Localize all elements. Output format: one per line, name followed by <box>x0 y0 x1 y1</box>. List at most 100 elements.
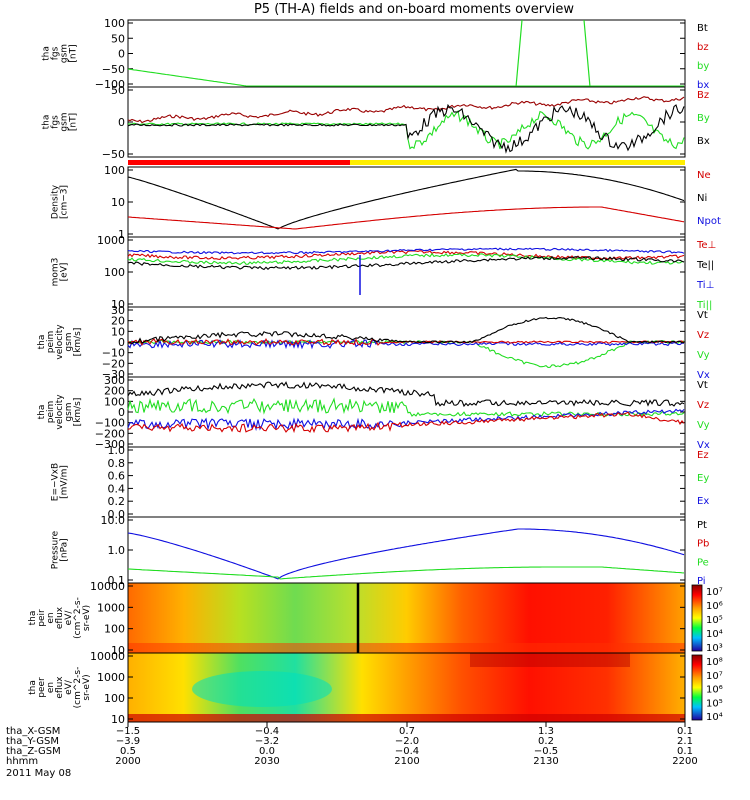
legend-vel-e: Vy <box>697 350 710 361</box>
colorbar-tick: 10⁵ <box>706 698 723 709</box>
ylabel-line: peim <box>46 331 56 354</box>
ytick-label: −30 <box>102 368 125 381</box>
el-spec-colorbar <box>691 654 703 721</box>
ylabel-line: tha <box>42 46 52 61</box>
ytick-label: 30 <box>111 304 125 317</box>
colorbar-tick: 10⁷ <box>706 587 723 598</box>
xtick-value: 0.0 <box>259 746 275 757</box>
ytick-label: 50 <box>111 84 125 97</box>
xtick-value: 0.1 <box>677 746 693 757</box>
ytick-label: −50 <box>102 63 125 76</box>
ylabel-line: sr-eV) <box>82 605 92 631</box>
legend-density: Ne <box>697 170 711 181</box>
ylabel-line: eV/ <box>64 679 74 695</box>
ytick-label: 200 <box>104 385 125 398</box>
ytick-label: 0.4 <box>108 482 126 495</box>
ytick-label: 100 <box>104 164 125 177</box>
ytick-label: 50 <box>111 32 125 45</box>
ytick-label: 10 <box>111 644 125 657</box>
ytick-label: 20 <box>111 315 125 328</box>
legend-efield: Ex <box>697 496 709 507</box>
ytick-label: 1 <box>118 228 125 241</box>
ylabel-line: en <box>46 682 56 693</box>
series-by-spike <box>515 19 591 88</box>
colorbar-tick: 10⁴ <box>706 712 723 723</box>
density-frame <box>127 166 686 238</box>
el-spec-lowband <box>128 714 685 722</box>
ylabel-line: [nPa] <box>60 538 70 561</box>
el-spec-highband <box>470 653 630 667</box>
colorbar-tick: 10⁷ <box>706 671 723 682</box>
xtick-value: 2130 <box>533 756 558 767</box>
ytick-label: 10.0 <box>101 514 126 527</box>
series-Vt <box>127 316 685 345</box>
ylabel-line: Pressure <box>51 530 61 569</box>
legend-vel-i: Vy <box>697 420 710 431</box>
ylabel-line: tha <box>37 405 47 420</box>
ytick-label: 0.0 <box>108 508 126 521</box>
ylabel-line: [nT] <box>69 113 79 131</box>
xaxis-row-label: tha_X-GSM <box>6 726 60 737</box>
xtick-value: −0.4 <box>395 746 419 757</box>
ytick-label: 0.2 <box>108 495 126 508</box>
legend-fgs-bt: bz <box>697 42 709 53</box>
ytick-label: 100 <box>104 692 125 705</box>
ylabel-line: peim <box>46 401 56 424</box>
ylabel-line: tha <box>28 680 38 695</box>
series-Vx <box>127 339 685 350</box>
ytick-label: 0 <box>118 406 125 419</box>
ytick-label: −100 <box>95 78 125 91</box>
legend-pressure: Pt <box>697 520 707 531</box>
series-Bx <box>127 103 685 154</box>
xaxis-row-label: hhmm <box>6 756 38 767</box>
ylabel-line: eflux <box>55 676 65 699</box>
series-Vy <box>127 397 685 417</box>
legend-vel-e: Vt <box>697 310 708 321</box>
xtick-value: 2030 <box>254 756 279 767</box>
series-Ni <box>127 168 685 230</box>
series-Vz <box>127 411 685 434</box>
ylabel-line: [eV] <box>60 263 70 282</box>
ytick-label: 100 <box>104 395 125 408</box>
legend-fgs-b: By <box>697 113 710 124</box>
legend-pressure: Pb <box>697 539 709 550</box>
panel-fgs-b: 50 0 −50 tha fgs gsm [nT] Bz By Bx <box>42 84 710 161</box>
legend-fgs-bt: Bt <box>697 23 708 34</box>
ylabel-line: Density <box>51 184 61 219</box>
ylabel-line: mom3 <box>51 258 61 287</box>
colorbar-tick: 10⁶ <box>706 601 723 612</box>
xtick-value: 2000 <box>115 756 140 767</box>
figure-title: P5 (TH-A) fields and on-board moments ov… <box>254 2 574 17</box>
ylabel-line: gsm <box>64 402 74 421</box>
ylabel-line: [km/s] <box>73 328 83 357</box>
ytick-label: −20 <box>102 357 125 370</box>
colorbar-tick: 10⁸ <box>706 657 723 668</box>
ylabel-line: fgs <box>51 115 61 129</box>
series-Pe <box>127 566 685 580</box>
colorbar-tick: 10⁴ <box>706 629 723 640</box>
panel-ion-spec: 10⁷ 10⁶ 10⁵ 10⁴ 10³ 10000 1000 100 10 tha peir en ef… <box>28 580 723 657</box>
xtick-value: −3.9 <box>116 736 140 747</box>
ylabel-line: tha <box>37 335 47 350</box>
colorbar-tick: 10³ <box>706 643 723 654</box>
xtick-value: 2200 <box>672 756 697 767</box>
colorbar-tick: 10⁶ <box>706 685 723 696</box>
legend-vel-i: Vz <box>697 400 709 411</box>
ytick-label: 10000 <box>90 580 125 593</box>
xtick-value: 0.1 <box>677 726 693 737</box>
vel-i-frame <box>127 376 686 448</box>
ytick-label: 100 <box>104 17 125 30</box>
ylabel-line: peer <box>37 677 47 698</box>
ion-spec-image <box>128 583 685 653</box>
legend-vel-e: Vz <box>697 330 709 341</box>
ylabel-line: [cm−3] <box>60 185 70 219</box>
series-Bz <box>127 96 685 124</box>
ytick-label: 10 <box>111 196 125 209</box>
legend-pressure: Pe <box>697 557 709 568</box>
region-bar-red <box>128 160 350 165</box>
ylabel-line: [km/s] <box>73 398 83 427</box>
ylabel-line: gsm <box>64 332 74 351</box>
xtick-value: 1.3 <box>538 726 554 737</box>
